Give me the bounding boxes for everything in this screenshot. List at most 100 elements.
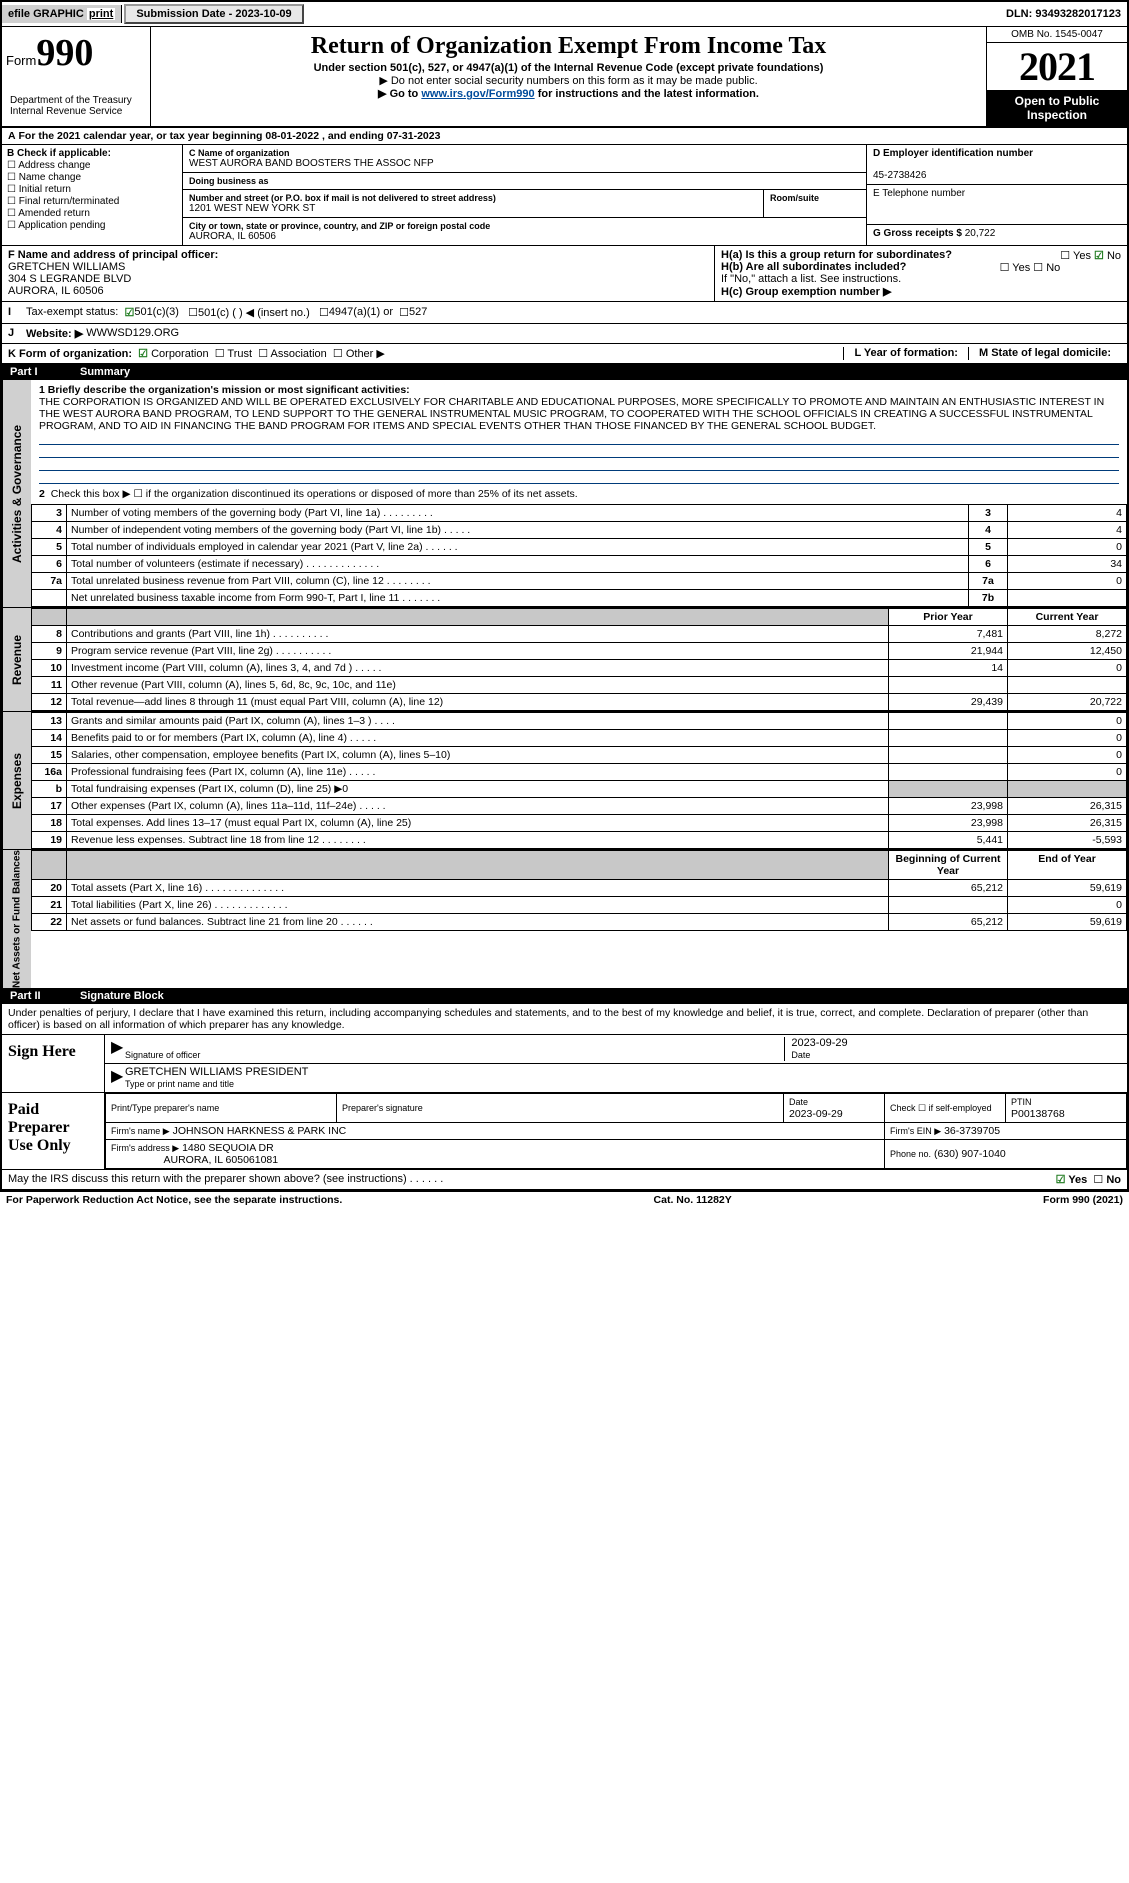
firm-ein-label: Firm's EIN ▶ bbox=[890, 1126, 941, 1136]
submission-date-button[interactable]: Submission Date - 2023-10-09 bbox=[124, 4, 303, 24]
h-b-label: H(b) Are all subordinates included? bbox=[721, 261, 906, 273]
dln-label: DLN: 93493282017123 bbox=[1000, 5, 1127, 23]
pra-notice: For Paperwork Reduction Act Notice, see … bbox=[6, 1194, 342, 1206]
yes-label-2: Yes bbox=[1012, 262, 1030, 274]
part2-title: Signature Block bbox=[80, 990, 164, 1002]
period-text: For the 2021 calendar year, or tax year … bbox=[19, 130, 441, 142]
chk-501c3[interactable] bbox=[124, 306, 134, 319]
print-link[interactable]: print bbox=[87, 8, 115, 20]
lbl-trust: Trust bbox=[227, 348, 252, 360]
firm-phone: (630) 907-1040 bbox=[934, 1148, 1006, 1160]
discuss-yes[interactable] bbox=[1056, 1174, 1069, 1186]
ptin: P00138768 bbox=[1011, 1108, 1065, 1120]
box-f: F Name and address of principal officer:… bbox=[2, 246, 715, 301]
hb-yes[interactable] bbox=[1000, 262, 1013, 274]
dept-treasury: Department of the Treasury bbox=[10, 95, 132, 106]
psig-label: Preparer's signature bbox=[342, 1103, 423, 1113]
chk-application-pending[interactable]: Application pending bbox=[7, 220, 177, 231]
tax-exempt-label: Tax-exempt status: bbox=[26, 306, 118, 319]
box-b: B Check if applicable: Address change Na… bbox=[2, 145, 183, 245]
dba-label: Doing business as bbox=[189, 176, 860, 186]
sig-officer-label: Signature of officer bbox=[125, 1050, 200, 1060]
irs-link[interactable]: www.irs.gov/Form990 bbox=[421, 88, 534, 100]
mission-text: THE CORPORATION IS ORGANIZED AND WILL BE… bbox=[39, 396, 1104, 432]
revenue-lines-table: Prior YearCurrent Year8Contributions and… bbox=[31, 608, 1127, 711]
officer-addr2: AURORA, IL 60506 bbox=[8, 285, 104, 297]
vlabel-revenue: Revenue bbox=[2, 608, 31, 711]
chk-527[interactable] bbox=[399, 306, 409, 319]
chk-association[interactable] bbox=[258, 348, 270, 360]
box-b-label: B Check if applicable: bbox=[7, 148, 111, 159]
ha-yes[interactable] bbox=[1060, 250, 1073, 262]
firm-addr: 1480 SEQUOIA DR bbox=[182, 1142, 274, 1154]
form-word: Form bbox=[6, 53, 36, 68]
form-title: Return of Organization Exempt From Incom… bbox=[159, 33, 978, 60]
lbl-other: Other ▶ bbox=[346, 348, 385, 360]
no-label: No bbox=[1107, 250, 1121, 262]
chk-address-change[interactable]: Address change bbox=[7, 160, 177, 171]
sig-date: 2023-09-29 bbox=[791, 1037, 847, 1049]
org-name: WEST AURORA BAND BOOSTERS THE ASSOC NFP bbox=[189, 158, 860, 169]
sign-here-label: Sign Here bbox=[2, 1035, 105, 1092]
vlabel-governance: Activities & Governance bbox=[2, 380, 31, 607]
chk-corporation[interactable] bbox=[138, 348, 151, 360]
sig-name-label: Type or print name and title bbox=[125, 1079, 234, 1089]
chk-501c[interactable] bbox=[188, 306, 198, 319]
expenses-lines-table: 13Grants and similar amounts paid (Part … bbox=[31, 712, 1127, 849]
form-990-number: 990 bbox=[36, 32, 93, 74]
lbl-501c: 501(c) ( ) ◀ (insert no.) bbox=[198, 306, 310, 319]
lbl-527: 527 bbox=[409, 306, 427, 319]
hb-no[interactable] bbox=[1033, 262, 1046, 274]
no-label-2: No bbox=[1046, 262, 1060, 274]
chk-4947a1[interactable] bbox=[319, 306, 329, 319]
lbl-4947a1: 4947(a)(1) or bbox=[329, 306, 393, 319]
topbar: efile GRAPHIC print Submission Date - 20… bbox=[2, 2, 1127, 27]
self-employed-check[interactable]: Check ☐ if self-employed bbox=[885, 1094, 1006, 1123]
chk-trust[interactable] bbox=[215, 348, 228, 360]
chk-final-return[interactable]: Final return/terminated bbox=[7, 196, 177, 207]
paid-preparer-label: Paid Preparer Use Only bbox=[2, 1093, 105, 1169]
expenses-section: Expenses 13Grants and similar amounts pa… bbox=[2, 711, 1127, 849]
form-header: Form990 Department of the Treasury Inter… bbox=[2, 27, 1127, 128]
sig-date-label: Date bbox=[791, 1050, 810, 1060]
ha-no[interactable] bbox=[1094, 250, 1107, 262]
part2-header: Part II Signature Block bbox=[2, 988, 1127, 1004]
tax-year: 2021 bbox=[987, 43, 1127, 90]
mission-label: 1 Briefly describe the organization's mi… bbox=[39, 384, 410, 396]
preparer-table: Print/Type preparer's name Preparer's si… bbox=[105, 1093, 1127, 1169]
chk-name-change[interactable]: Name change bbox=[7, 172, 177, 183]
footer: For Paperwork Reduction Act Notice, see … bbox=[0, 1192, 1129, 1208]
note-goto-post: for instructions and the latest informat… bbox=[535, 88, 759, 100]
omb-number: OMB No. 1545-0047 bbox=[987, 27, 1127, 43]
firm-name: JOHNSON HARKNESS & PARK INC bbox=[173, 1125, 347, 1137]
title-block: Return of Organization Exempt From Incom… bbox=[151, 27, 986, 126]
note-ssn: ▶ Do not enter social security numbers o… bbox=[159, 74, 978, 87]
phone-label: E Telephone number bbox=[873, 188, 965, 199]
city-label: City or town, state or province, country… bbox=[189, 221, 860, 231]
chk-amended-return[interactable]: Amended return bbox=[7, 208, 177, 219]
street-value: 1201 WEST NEW YORK ST bbox=[189, 203, 757, 214]
website-row: J Website: ▶ WWWSD129.ORG bbox=[2, 324, 1127, 344]
lbl-501c3: 501(c)(3) bbox=[134, 306, 179, 319]
irs-label: Internal Revenue Service bbox=[10, 106, 122, 117]
activities-governance-section: Activities & Governance 1 Briefly descri… bbox=[2, 380, 1127, 607]
sign-here-row: Sign Here ▶ Signature of officer 2023-09… bbox=[2, 1035, 1127, 1093]
entity-info-row: B Check if applicable: Address change Na… bbox=[2, 145, 1127, 246]
officer-addr1: 304 S LEGRANDE BLVD bbox=[8, 273, 131, 285]
form-subtitle: Under section 501(c), 527, or 4947(a)(1)… bbox=[159, 62, 978, 74]
website-value: WWWSD129.ORG bbox=[86, 327, 179, 340]
l-label: L Year of formation: bbox=[854, 347, 958, 359]
form-number-block: Form990 Department of the Treasury Inter… bbox=[2, 27, 151, 126]
vlabel-expenses: Expenses bbox=[2, 712, 31, 849]
arrow-icon: ▶ bbox=[111, 1037, 125, 1061]
revenue-section: Revenue Prior YearCurrent Year8Contribut… bbox=[2, 607, 1127, 711]
firm-phone-label: Phone no. bbox=[890, 1149, 931, 1159]
netassets-section: Net Assets or Fund Balances Beginning of… bbox=[2, 849, 1127, 988]
website-label: Website: ▶ bbox=[26, 327, 83, 340]
city-value: AURORA, IL 60506 bbox=[189, 231, 860, 242]
chk-initial-return[interactable]: Initial return bbox=[7, 184, 177, 195]
chk-other[interactable] bbox=[333, 348, 346, 360]
box-h: H(a) Is this a group return for subordin… bbox=[715, 246, 1127, 301]
part2-label: Part II bbox=[10, 990, 80, 1002]
discuss-no[interactable] bbox=[1093, 1174, 1106, 1186]
